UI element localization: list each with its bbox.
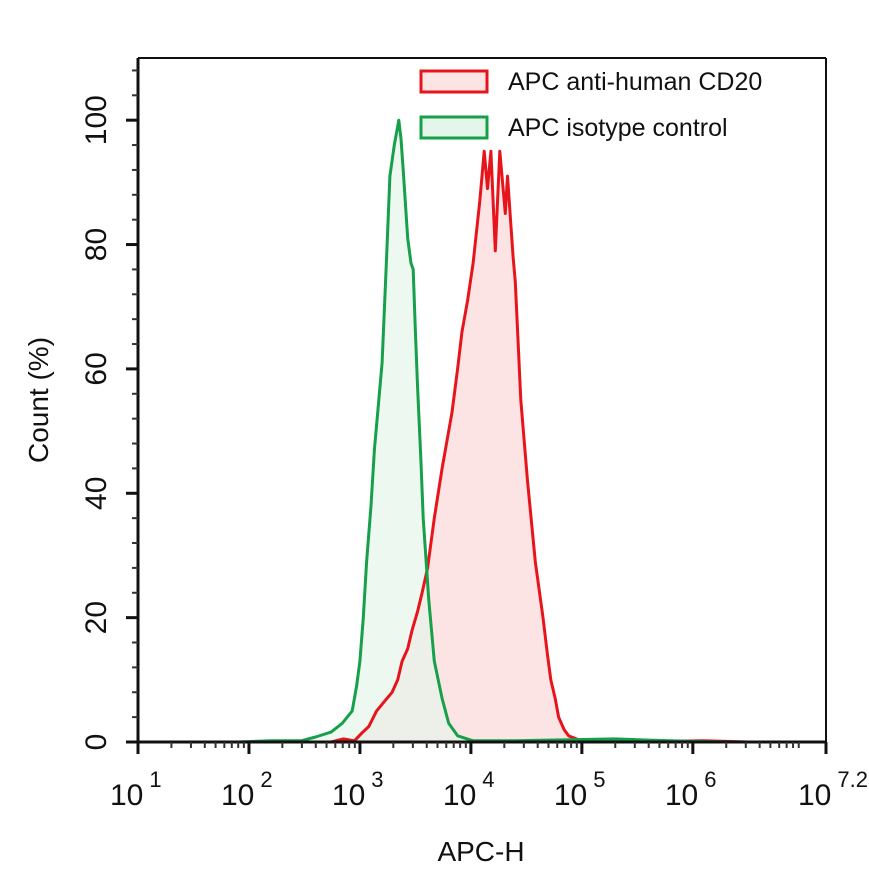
x-tick-base: 10 (443, 779, 476, 812)
x-tick-base: 10 (110, 779, 143, 812)
y-tick-label: 0 (80, 734, 113, 751)
x-tick-exponent: 1 (149, 767, 161, 792)
x-tick-exponent: 6 (704, 767, 716, 792)
y-axis-ticks: 0 20 40 60 80 100 (80, 69, 138, 751)
line-isotype (237, 118, 738, 744)
area-cd20 (331, 151, 749, 743)
legend-swatch-isotype (419, 115, 489, 140)
x-tick-exponent: 5 (593, 767, 605, 792)
x-tick-label: 10 4 (443, 767, 495, 812)
y-tick-label: 60 (80, 352, 113, 385)
x-tick-exponent: 2 (260, 767, 272, 792)
y-tick-label: 20 (80, 601, 113, 634)
x-tick-label: 10 2 (221, 767, 273, 812)
legend: APC anti-human CD20 APC isotype control (419, 68, 762, 142)
x-tick-base: 10 (665, 779, 698, 812)
legend-label-isotype: APC isotype control (508, 114, 728, 142)
x-axis-title: APC-H (437, 836, 524, 867)
x-tick-base: 10 (332, 779, 365, 812)
x-tick-label: 10 7.2 (798, 767, 868, 812)
legend-swatch-cd20 (419, 69, 489, 94)
y-tick-label: 100 (80, 95, 113, 145)
line-cd20 (330, 149, 749, 744)
series-layer (237, 118, 749, 744)
x-tick-exponent: 7.2 (837, 767, 868, 792)
x-tick-base: 10 (798, 779, 831, 812)
x-tick-label: 10 6 (665, 767, 717, 812)
x-tick-base: 10 (221, 779, 254, 812)
x-tick-label: 10 1 (110, 767, 162, 812)
x-axis-ticks: 10 1 10 2 10 3 10 4 10 5 10 6 10 7.2 (110, 742, 868, 812)
x-tick-exponent: 4 (482, 767, 494, 792)
y-axis-title: Count (%) (23, 337, 54, 463)
x-tick-label: 10 3 (332, 767, 384, 812)
legend-label-cd20: APC anti-human CD20 (508, 68, 762, 96)
x-tick-exponent: 3 (371, 767, 383, 792)
y-tick-label: 80 (80, 228, 113, 261)
x-tick-base: 10 (554, 779, 587, 812)
y-tick-label: 40 (80, 477, 113, 510)
x-tick-label: 10 5 (554, 767, 606, 812)
